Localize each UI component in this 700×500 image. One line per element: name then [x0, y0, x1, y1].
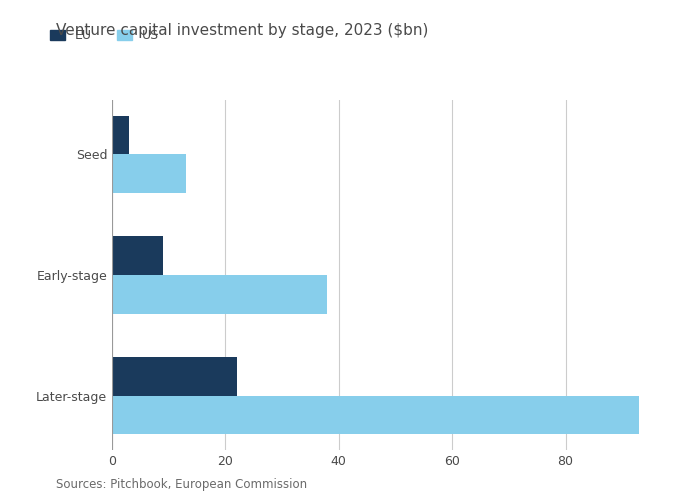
Bar — [112, 236, 163, 275]
Bar — [112, 357, 237, 396]
Text: Venture capital investment by stage, 2023 ($bn): Venture capital investment by stage, 202… — [56, 22, 428, 38]
Text: Sources: Pitchbook, European Commission: Sources: Pitchbook, European Commission — [56, 478, 307, 491]
Bar — [112, 154, 186, 193]
Bar — [112, 275, 328, 314]
Bar — [112, 396, 639, 434]
Bar — [112, 116, 129, 154]
Legend: EU, US: EU, US — [50, 29, 160, 42]
